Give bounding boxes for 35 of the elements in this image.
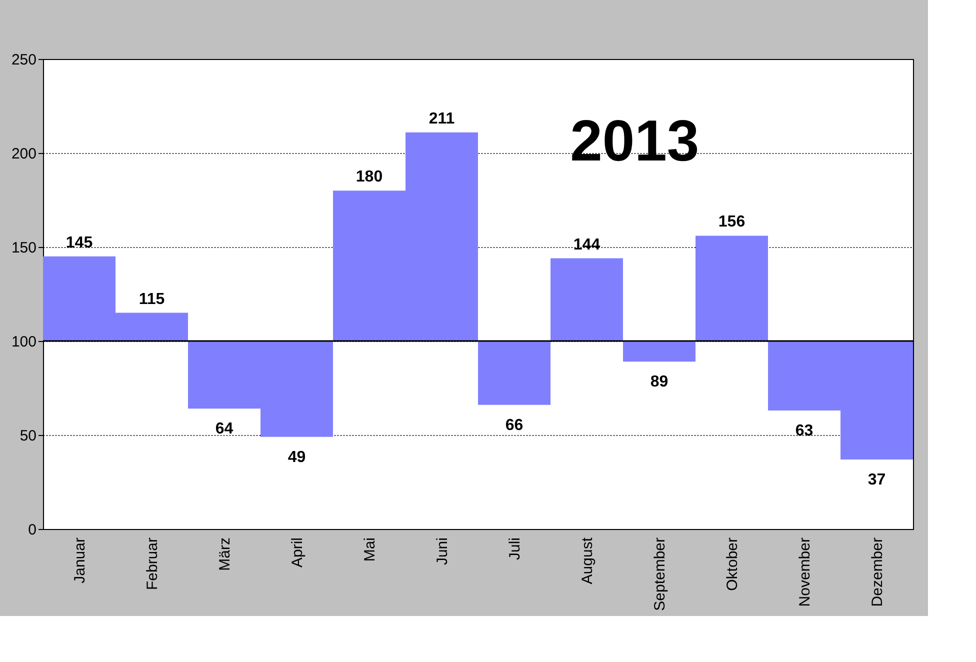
data-label: 211 — [428, 110, 455, 128]
x-tick-label: September — [651, 537, 668, 611]
x-tick-label: März — [216, 538, 234, 571]
data-label: 180 — [356, 168, 383, 186]
x-tick-label: Oktober — [724, 538, 741, 591]
data-label: 49 — [288, 448, 306, 466]
text: 2013 — [570, 108, 700, 174]
data-label: 37 — [868, 471, 886, 488]
data-label: 64 — [215, 420, 234, 438]
bar — [623, 341, 696, 362]
x-tick-label: Dezember — [868, 538, 886, 607]
x-tick-label: April — [288, 538, 306, 568]
data-label: 66 — [505, 416, 524, 434]
bar — [478, 341, 550, 405]
data-label: 115 — [138, 290, 165, 308]
y-tick-label: 250 — [11, 52, 36, 68]
data-label: 145 — [66, 234, 93, 252]
y-tick-label: 0 — [28, 522, 36, 538]
bar — [696, 236, 768, 341]
x-tick-label: August — [578, 536, 596, 584]
data-label: 63 — [795, 422, 814, 440]
x-tick-label: Mai — [361, 538, 378, 562]
bar — [550, 258, 623, 341]
data-label: 89 — [650, 374, 668, 391]
x-tick-label: Januar — [71, 538, 88, 584]
data-label: 156 — [718, 214, 746, 231]
x-tick-label: Juli — [506, 538, 524, 560]
y-tick-label: 200 — [11, 146, 36, 162]
y-tick-label: 100 — [11, 334, 36, 350]
y-tick-label: 150 — [11, 240, 36, 256]
x-tick-label: Juni — [434, 538, 451, 566]
y-tick-label: 50 — [20, 428, 36, 444]
x-tick-label: November — [796, 538, 814, 607]
x-tick-label: Februar — [144, 538, 161, 590]
data-label: 144 — [573, 236, 600, 254]
